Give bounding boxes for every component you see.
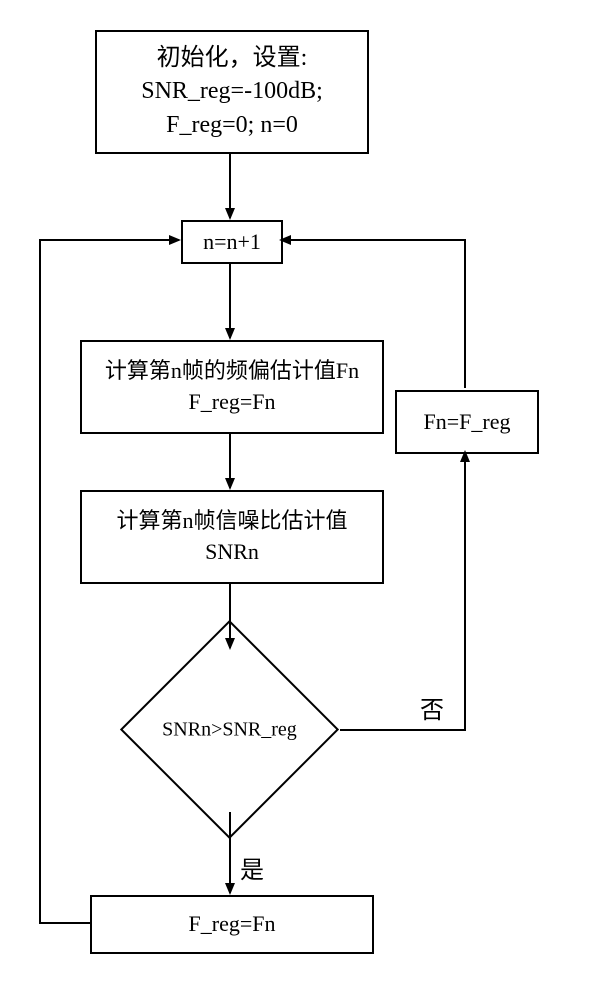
calcsnr-line2: SNRn bbox=[205, 537, 259, 568]
node-calc-snr: 计算第n帧信噪比估计值 SNRn bbox=[80, 490, 384, 584]
calcf-line2: F_reg=Fn bbox=[189, 387, 276, 418]
node-decision: SNRn>SNR_reg bbox=[152, 652, 307, 807]
inc-text: n=n+1 bbox=[203, 227, 261, 258]
calcf-line1: 计算第n帧的频偏估计值Fn bbox=[105, 356, 359, 387]
node-assign-bottom: F_reg=Fn bbox=[90, 895, 374, 954]
label-no: 否 bbox=[420, 690, 444, 725]
calcsnr-line1: 计算第n帧信噪比估计值 bbox=[116, 506, 347, 537]
assignf-text: F_reg=Fn bbox=[189, 909, 276, 940]
init-line3: F_reg=0; n=0 bbox=[166, 109, 298, 143]
node-assign-right: Fn=F_reg bbox=[395, 390, 539, 454]
assignr-text: Fn=F_reg bbox=[424, 407, 511, 438]
init-line1: 初始化，设置: bbox=[157, 42, 308, 76]
label-yes: 是 bbox=[240, 850, 264, 885]
init-line2: SNR_reg=-100dB; bbox=[141, 75, 323, 109]
decision-text: SNRn>SNR_reg bbox=[162, 718, 297, 740]
node-increment: n=n+1 bbox=[181, 220, 283, 264]
node-calc-f: 计算第n帧的频偏估计值Fn F_reg=Fn bbox=[80, 340, 384, 434]
node-init: 初始化，设置: SNR_reg=-100dB; F_reg=0; n=0 bbox=[95, 30, 369, 154]
